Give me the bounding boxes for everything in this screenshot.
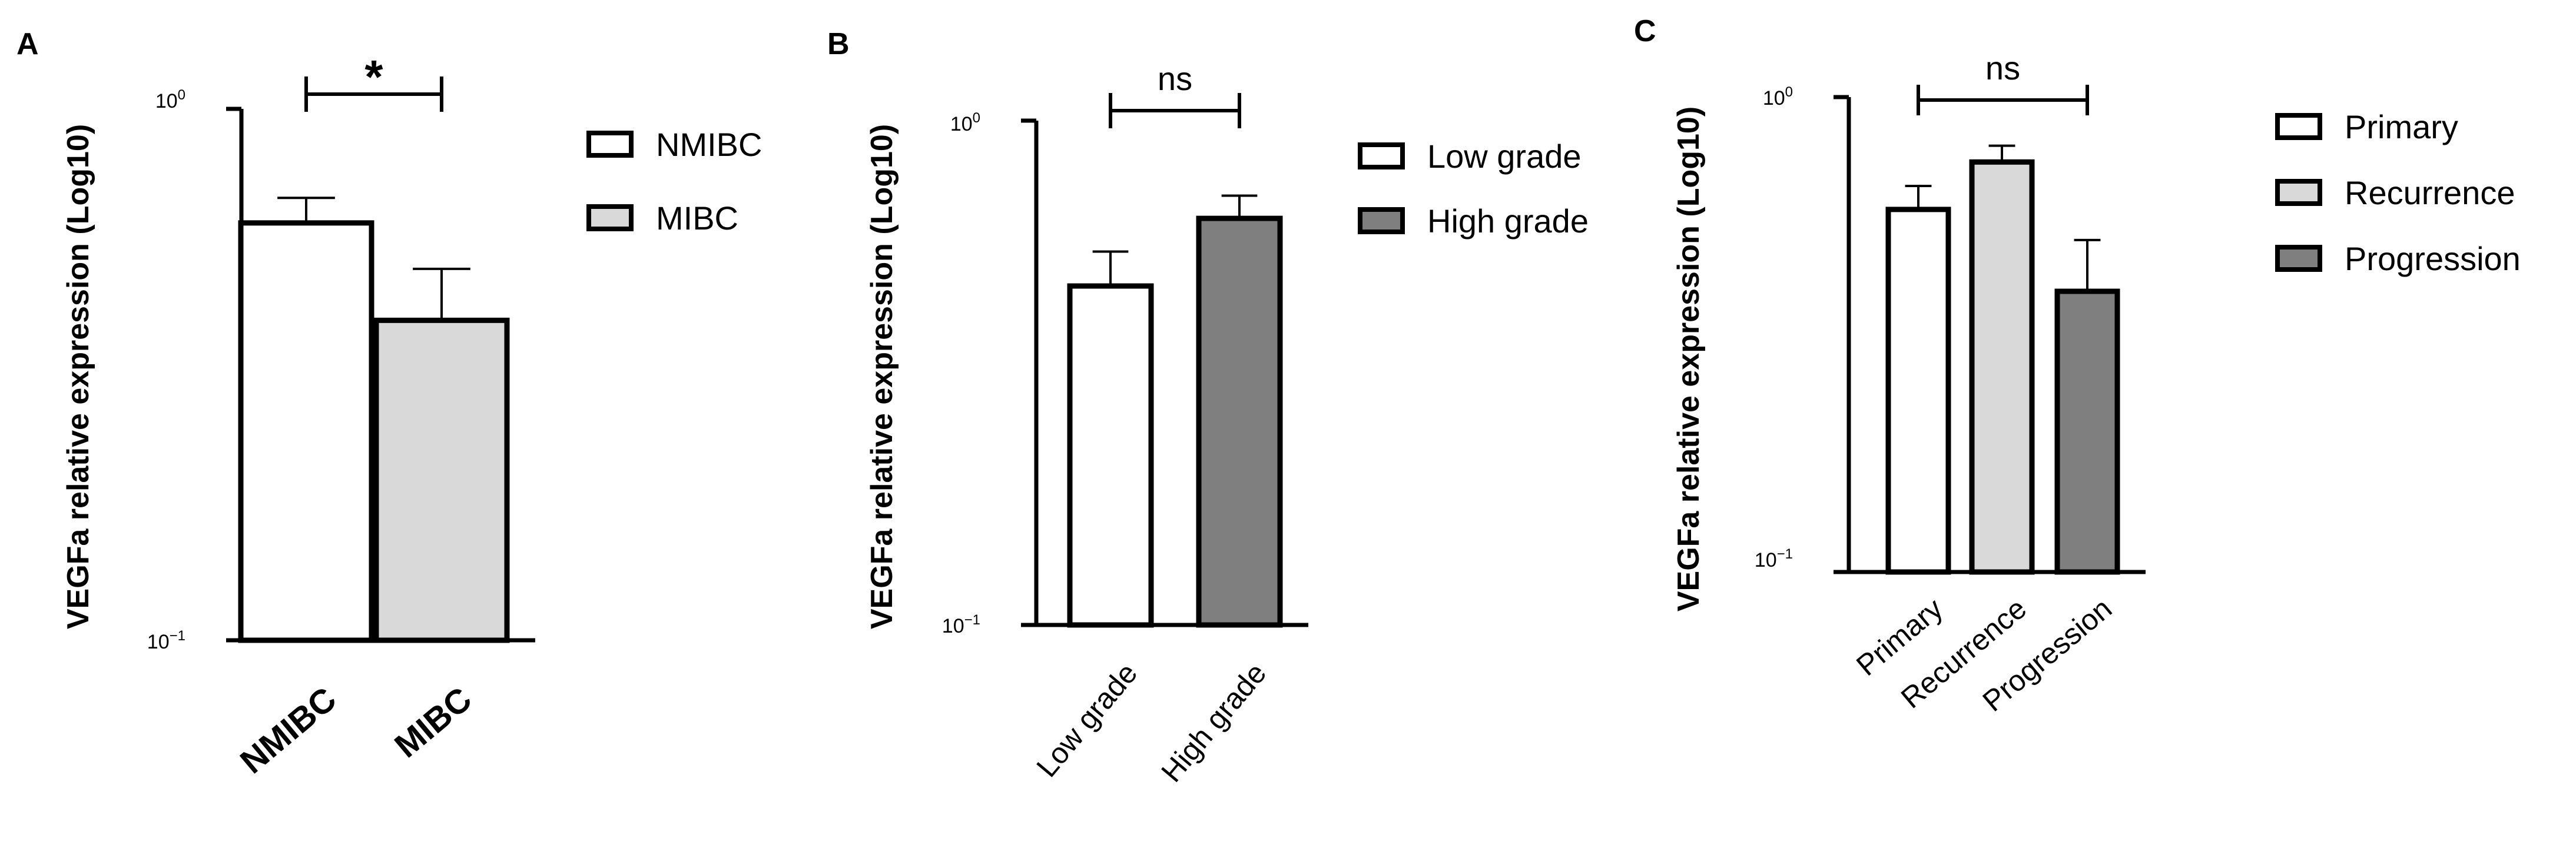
y-tick-label: 10−1 bbox=[942, 612, 980, 637]
bar-mibc bbox=[373, 317, 510, 643]
legend-label-primary: Primary bbox=[2345, 108, 2458, 145]
y-tick-exponent: 0 bbox=[973, 110, 980, 126]
significance-label: ns bbox=[1158, 60, 1192, 97]
bar-low-grade bbox=[1067, 283, 1154, 628]
y-tick-exponent: 0 bbox=[1785, 84, 1793, 100]
x-tick-label-nmibc: NMIBC bbox=[233, 680, 343, 781]
y-tick-base: 10 bbox=[1763, 87, 1785, 109]
significance-label: ns bbox=[1985, 49, 2020, 87]
panel-letter: A bbox=[16, 27, 39, 61]
x-tick-label-low-grade: Low grade bbox=[1030, 657, 1143, 783]
legend-label-nmibc: NMIBC bbox=[656, 126, 762, 163]
legend-swatch-mibc bbox=[586, 204, 634, 231]
legend-swatch-progression bbox=[2275, 245, 2322, 272]
x-tick-label-mibc: MIBC bbox=[387, 680, 479, 765]
y-axis-label: VEGFa relative expression (Log10) bbox=[865, 124, 899, 629]
y-axis-label: VEGFa relative expression (Log10) bbox=[1672, 107, 1706, 611]
legend: Primary Recurrence Progression bbox=[2275, 108, 2521, 277]
y-tick-base: 10 bbox=[950, 113, 973, 135]
y-tick-label: 100 bbox=[1763, 84, 1793, 109]
panel-letter: C bbox=[1634, 14, 1656, 48]
y-tick-label: 10−1 bbox=[147, 628, 185, 653]
legend-label-low-grade: Low grade bbox=[1427, 138, 1582, 175]
y-tick-exponent: −1 bbox=[1777, 546, 1793, 562]
y-tick-base: 10 bbox=[942, 615, 964, 637]
y-tick-base: 10 bbox=[1755, 549, 1777, 571]
y-tick-exponent: −1 bbox=[964, 612, 980, 628]
y-tick-label: 100 bbox=[155, 87, 185, 112]
legend-label-high-grade: High grade bbox=[1427, 202, 1589, 240]
legend-swatch-recurrence bbox=[2275, 179, 2322, 206]
bar-nmibc bbox=[238, 220, 374, 643]
bar-high-grade bbox=[1196, 215, 1283, 628]
significance-label: * bbox=[364, 51, 383, 103]
x-tick-label-high-grade: High grade bbox=[1155, 657, 1272, 788]
y-tick-label: 10−1 bbox=[1755, 546, 1793, 571]
legend-label-progression: Progression bbox=[2345, 240, 2521, 277]
y-tick-exponent: −1 bbox=[170, 628, 185, 644]
panel-letter: B bbox=[827, 27, 850, 61]
legend-swatch-nmibc bbox=[586, 131, 634, 158]
legend-swatch-low-grade bbox=[1358, 142, 1405, 169]
y-axis-label: VEGFa relative expression (Log10) bbox=[61, 124, 95, 629]
bar-progression bbox=[2054, 288, 2120, 575]
legend-swatch-primary bbox=[2275, 113, 2322, 140]
legend: Low grade High grade bbox=[1358, 138, 1589, 240]
y-tick-label: 100 bbox=[950, 110, 980, 135]
y-tick-base: 10 bbox=[155, 90, 178, 112]
bar-primary bbox=[1885, 207, 1951, 575]
legend-label-recurrence: Recurrence bbox=[2345, 174, 2515, 211]
legend-swatch-high-grade bbox=[1358, 207, 1405, 234]
bar-recurrence bbox=[1969, 159, 2035, 575]
legend: NMIBC MIBC bbox=[586, 126, 762, 237]
y-tick-exponent: 0 bbox=[178, 87, 185, 103]
legend-label-mibc: MIBC bbox=[656, 199, 738, 237]
y-tick-base: 10 bbox=[147, 631, 170, 653]
